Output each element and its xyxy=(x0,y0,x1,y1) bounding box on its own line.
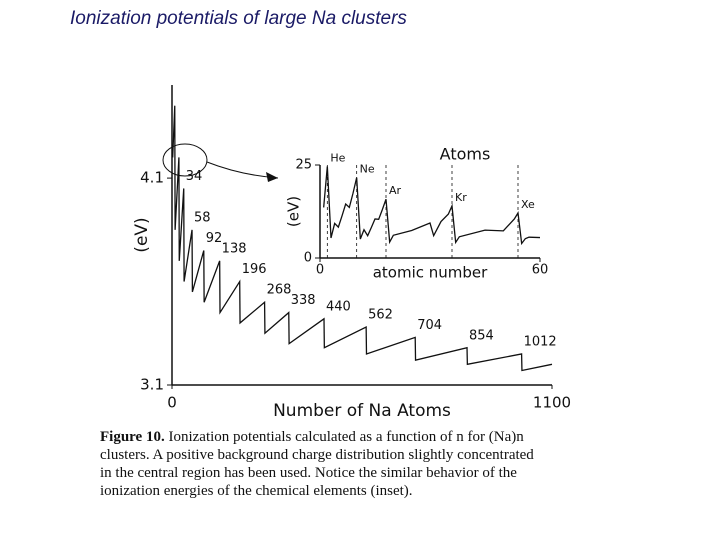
point-label: 562 xyxy=(368,308,393,323)
point-label: Ne xyxy=(360,163,375,176)
point-label: 854 xyxy=(469,328,494,343)
point-label: 268 xyxy=(267,283,292,298)
point-label: 138 xyxy=(222,241,247,256)
caption-text: ionization energies of the chemical elem… xyxy=(100,483,413,499)
x-axis-label: atomic number xyxy=(373,264,488,282)
point-label: 34 xyxy=(186,169,203,184)
caption-text: clusters. A positive background charge d… xyxy=(100,447,534,463)
figure-caption: Figure 10. Ionization potentials calcula… xyxy=(100,428,534,500)
point-label: 58 xyxy=(194,210,211,225)
caption-line: ionization energies of the chemical elem… xyxy=(100,482,534,500)
data-line xyxy=(323,166,541,246)
x-tick-label: 60 xyxy=(532,263,549,278)
point-label: 338 xyxy=(291,293,316,308)
point-label: 1012 xyxy=(524,334,557,349)
point-label: 92 xyxy=(206,231,223,246)
caption-line: in the central region has been used. Not… xyxy=(100,464,534,482)
caption-line: clusters. A positive background charge d… xyxy=(100,446,534,464)
point-label: Ar xyxy=(389,184,402,197)
y-axis-label: (eV) xyxy=(285,196,303,227)
inset-title: Atoms xyxy=(440,145,491,164)
caption-line: Figure 10. Ionization potentials calcula… xyxy=(100,428,534,446)
point-label: 440 xyxy=(326,299,351,314)
point-label: 704 xyxy=(417,318,442,333)
y-axis-label: (eV) xyxy=(132,217,152,252)
point-label: Xe xyxy=(521,198,535,211)
y-tick-label: 3.1 xyxy=(140,376,164,394)
y-tick-label: 4.1 xyxy=(140,169,164,187)
caption-text: in the central region has been used. Not… xyxy=(100,465,517,481)
slide-title: Ionization potentials of large Na cluste… xyxy=(70,8,407,29)
caption-label: Figure 10. xyxy=(100,429,165,445)
x-tick-label: 0 xyxy=(167,394,177,412)
y-tick-label: 25 xyxy=(295,158,312,173)
caption-text: Ionization potentials calculated as a fu… xyxy=(168,429,524,445)
highlight-ellipse xyxy=(162,143,208,177)
x-tick-label: 0 xyxy=(316,263,324,278)
x-tick-label: 1100 xyxy=(533,394,571,412)
point-label: Kr xyxy=(455,191,467,204)
arrow-head xyxy=(266,172,278,182)
data-line xyxy=(172,105,553,372)
inset-background xyxy=(300,150,555,268)
point-label: 196 xyxy=(242,262,267,277)
y-tick-label: 0 xyxy=(304,251,312,266)
point-label: He xyxy=(330,151,345,164)
x-axis-label: Number of Na Atoms xyxy=(273,401,451,420)
